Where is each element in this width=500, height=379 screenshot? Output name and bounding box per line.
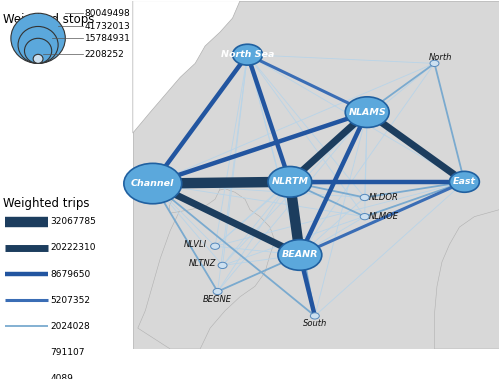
Circle shape [124, 163, 182, 204]
Polygon shape [133, 1, 240, 133]
Text: NLVLI: NLVLI [184, 240, 206, 249]
Polygon shape [133, 1, 500, 349]
Ellipse shape [33, 54, 43, 63]
Text: 2208252: 2208252 [84, 50, 124, 59]
Circle shape [213, 288, 222, 294]
Text: NLRTM: NLRTM [272, 177, 308, 186]
Circle shape [360, 194, 369, 200]
Circle shape [210, 243, 220, 249]
Text: Channel: Channel [131, 179, 174, 188]
Text: 41732013: 41732013 [84, 22, 130, 31]
Text: 80049498: 80049498 [84, 9, 130, 18]
Text: BEANR: BEANR [282, 251, 318, 260]
Text: 8679650: 8679650 [50, 269, 91, 279]
Polygon shape [169, 179, 220, 213]
Text: North: North [429, 53, 452, 62]
Circle shape [218, 262, 227, 269]
Circle shape [310, 313, 320, 319]
Text: South: South [302, 319, 327, 328]
Polygon shape [138, 189, 275, 349]
Text: 5207352: 5207352 [50, 296, 90, 305]
Circle shape [268, 166, 312, 197]
Text: 20222310: 20222310 [50, 243, 96, 252]
Text: 15784931: 15784931 [84, 34, 130, 43]
Text: 791107: 791107 [50, 348, 85, 357]
Circle shape [345, 97, 389, 127]
Text: Weigthed stops: Weigthed stops [3, 13, 94, 26]
Text: North Sea: North Sea [221, 50, 274, 59]
Text: BEGNE: BEGNE [203, 295, 232, 304]
Circle shape [278, 240, 322, 270]
Ellipse shape [18, 27, 58, 63]
Text: 2024028: 2024028 [50, 322, 90, 331]
Ellipse shape [24, 38, 52, 63]
Text: NLDOR: NLDOR [368, 193, 398, 202]
Text: NLTNZ: NLTNZ [189, 259, 216, 268]
Ellipse shape [11, 13, 66, 63]
Text: Weighted trips: Weighted trips [3, 197, 90, 210]
Text: 32067785: 32067785 [50, 218, 96, 226]
Text: East: East [453, 177, 476, 186]
Text: NLAMS: NLAMS [348, 108, 386, 117]
Circle shape [360, 213, 369, 220]
Circle shape [232, 44, 262, 65]
Polygon shape [434, 210, 500, 349]
Circle shape [430, 60, 439, 67]
Text: 4089: 4089 [50, 374, 74, 379]
Text: NLMOE: NLMOE [368, 212, 398, 221]
Circle shape [450, 171, 480, 192]
